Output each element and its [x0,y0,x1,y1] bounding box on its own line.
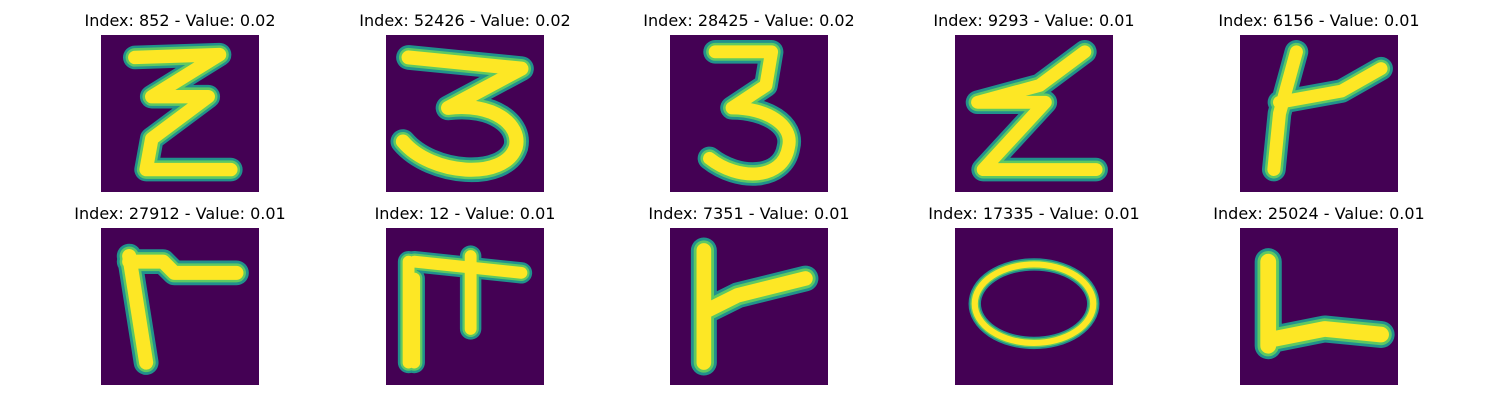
panel-title: Index: 7351 - Value: 0.01 [648,204,850,223]
panel-title: Index: 17335 - Value: 0.01 [928,204,1140,223]
digit-panel: Index: 25024 - Value: 0.01 [1209,204,1429,385]
panel-title: Index: 28425 - Value: 0.02 [643,11,855,30]
digit-panel: Index: 52426 - Value: 0.02 [355,11,575,192]
panel-title: Index: 852 - Value: 0.02 [84,11,276,30]
digit-image [101,35,259,192]
panel-title: Index: 52426 - Value: 0.02 [359,11,571,30]
panel-title: Index: 27912 - Value: 0.01 [74,204,286,223]
digit-image [1240,35,1398,192]
digit-image [386,35,544,192]
digit-panel: Index: 7351 - Value: 0.01 [639,204,859,385]
panel-title: Index: 25024 - Value: 0.01 [1213,204,1425,223]
digit-panel: Index: 28425 - Value: 0.02 [639,11,859,192]
digit-panel: Index: 9293 - Value: 0.01 [924,11,1144,192]
digit-image [670,228,828,385]
digit-image [955,228,1113,385]
digit-image [386,228,544,385]
panel-title: Index: 6156 - Value: 0.01 [1218,11,1420,30]
digit-panel: Index: 6156 - Value: 0.01 [1209,11,1429,192]
digit-image [955,35,1113,192]
panel-title: Index: 12 - Value: 0.01 [374,204,556,223]
digit-panel: Index: 12 - Value: 0.01 [355,204,575,385]
digit-image [1240,228,1398,385]
digit-panel: Index: 27912 - Value: 0.01 [70,204,290,385]
digit-image [101,228,259,385]
digit-panel: Index: 17335 - Value: 0.01 [924,204,1144,385]
digit-panel: Index: 852 - Value: 0.02 [70,11,290,192]
panel-title: Index: 9293 - Value: 0.01 [933,11,1135,30]
digit-image [670,35,828,192]
